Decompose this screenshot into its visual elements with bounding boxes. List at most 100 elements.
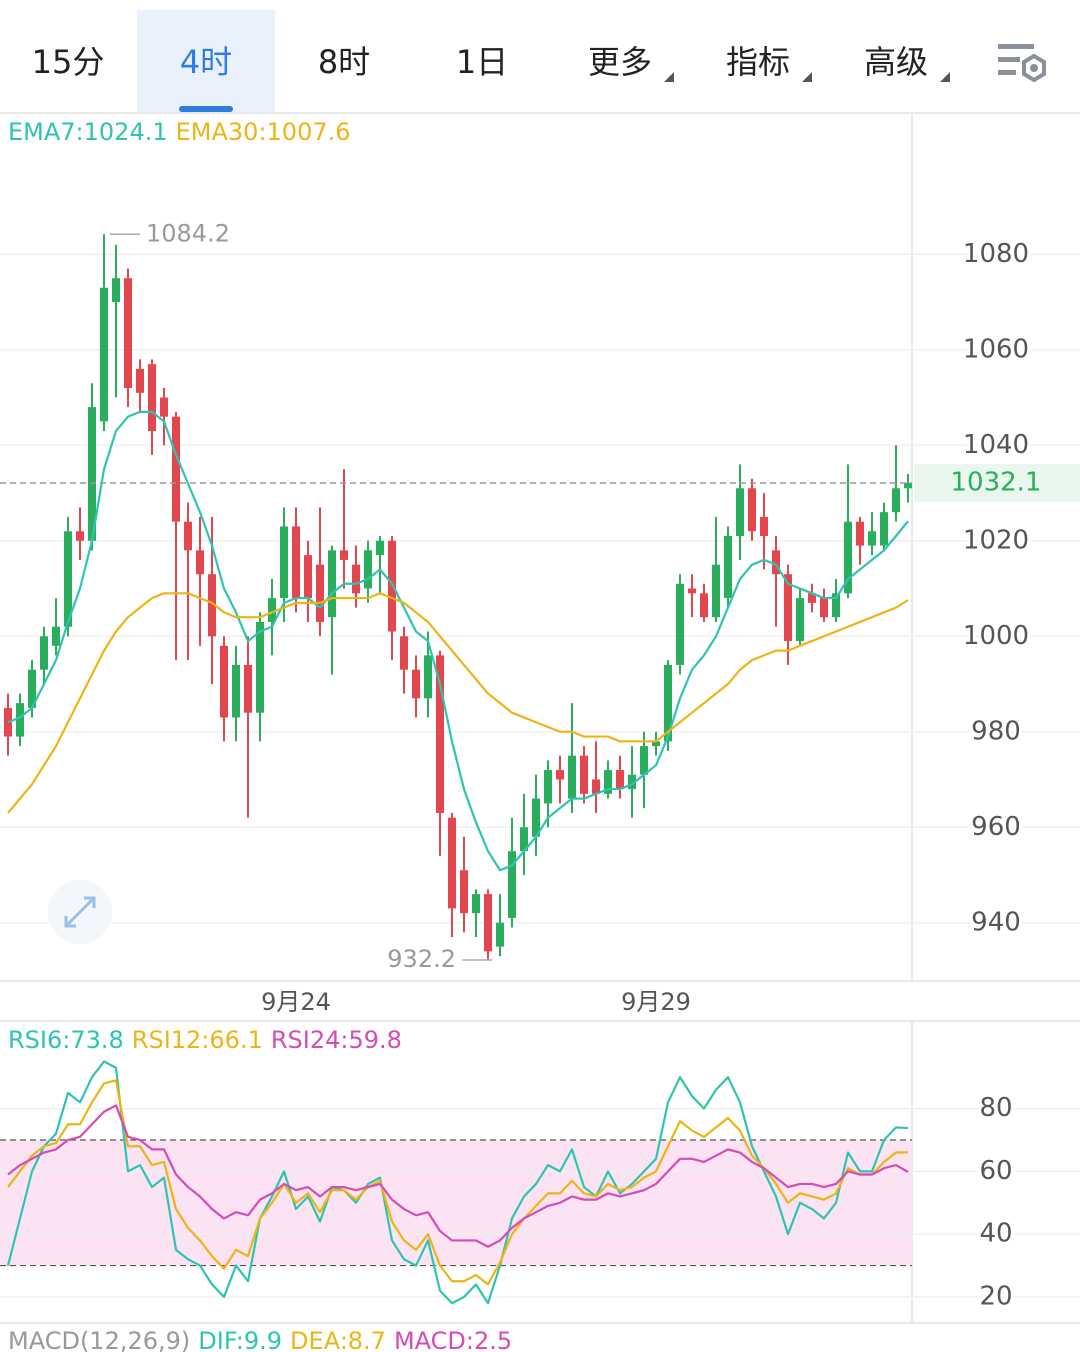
macd-legend: MACD(12,26,9) DIF:9.9 DEA:8.7 MACD:2.5 [8, 1327, 512, 1352]
candle-body [268, 598, 276, 622]
tab[interactable]: 15分 [32, 43, 105, 81]
y-tick-label: 980 [971, 716, 1021, 746]
candle-body [244, 664, 252, 713]
rsi-chart: 20 40 60 80 [0, 1060, 1080, 1314]
settings-icon[interactable] [998, 44, 1046, 83]
candle-body [340, 550, 348, 560]
candle-body [352, 564, 360, 594]
y-tick-label: 60 [979, 1156, 1012, 1186]
legend-entry: MACD:2.5 [394, 1327, 512, 1352]
candle-body [700, 593, 708, 618]
tab-indicator [179, 106, 233, 112]
legend-entry: EMA7:1024.1 [8, 118, 168, 146]
candle-body [112, 278, 120, 303]
candle-body [256, 621, 264, 713]
tab[interactable]: 1日 [456, 43, 508, 81]
candle-body [232, 664, 240, 718]
candle-body [100, 287, 108, 422]
candle-body [460, 870, 468, 914]
candle-body [556, 769, 564, 780]
candle-body [724, 536, 732, 599]
candle-body [496, 922, 504, 947]
candle-body [892, 488, 900, 513]
tab-bar: 15分 4时 8时 1日 更多 指标 高级 [32, 10, 950, 112]
candle-body [544, 769, 552, 804]
candle-body [124, 278, 132, 389]
candle-body [520, 827, 528, 852]
y-tick-label: 1040 [963, 430, 1029, 460]
candle-body [412, 669, 420, 699]
candle-body [508, 851, 516, 918]
candle-body [64, 531, 72, 627]
legend-entry: EMA30:1007.6 [176, 118, 351, 146]
dropdown-arrow [940, 72, 950, 82]
tab[interactable]: 指标 [726, 43, 790, 81]
candle-body [712, 564, 720, 618]
icon-gear-dot [1030, 64, 1038, 72]
last-price-label: 1032.1 [951, 468, 1042, 498]
tab[interactable]: 更多 [588, 43, 652, 81]
candle-body [592, 779, 600, 794]
legend-entry: DIF:9.9 [198, 1327, 282, 1352]
candle-body [316, 564, 324, 622]
candle-body [568, 755, 576, 799]
candle-body [532, 798, 540, 837]
indicator-line [7, 592, 909, 814]
y-tick-label: 40 [979, 1219, 1012, 1249]
indicator-line [7, 1104, 909, 1248]
icon-bar [998, 70, 1016, 75]
tab-active-bg [137, 10, 275, 112]
y-tick-label: 1020 [963, 525, 1029, 555]
expand-icon [64, 896, 96, 928]
candle-body [88, 407, 96, 541]
candle-body [136, 368, 144, 393]
candle-body [784, 574, 792, 642]
candle-body [616, 769, 624, 790]
candle-body [844, 521, 852, 594]
y-tick-label: 20 [979, 1281, 1012, 1311]
y-tick-label: 1000 [963, 621, 1029, 651]
expand-button[interactable] [48, 880, 112, 944]
candle-body [832, 593, 840, 618]
legend-entry: DEA:8.7 [290, 1327, 386, 1352]
candle-body [16, 703, 24, 737]
candle-body [436, 655, 444, 813]
indicator-line [6, 1060, 909, 1305]
candle-body [292, 526, 300, 599]
x-tick-label: 9月24 [261, 988, 331, 1016]
legend-entry: MACD(12,26,9) [8, 1327, 190, 1352]
icon-bar [998, 44, 1034, 49]
candle-body [760, 516, 768, 537]
candle-body [220, 645, 228, 718]
y-tick-label: 1080 [963, 239, 1029, 269]
candle-body [688, 588, 696, 594]
tab[interactable]: 8时 [318, 43, 370, 81]
dropdown-arrow [664, 72, 674, 82]
indicator-line [7, 1079, 909, 1286]
candle-body [52, 626, 60, 646]
y-tick-label: 80 [979, 1093, 1012, 1123]
candle-body [280, 526, 288, 599]
legend: EMA7:1024.1 EMA30:1007.6 [8, 118, 351, 146]
legend-entry: RSI12:66.1 [132, 1026, 263, 1054]
legend: RSI6:73.8 RSI12:66.1 RSI24:59.8 [8, 1026, 402, 1054]
candle-body [772, 550, 780, 575]
y-tick-label: 1060 [963, 334, 1029, 364]
candle-body [304, 555, 312, 599]
tab[interactable]: 4时 [180, 43, 232, 81]
candle-body [808, 593, 816, 603]
candle-body [904, 483, 912, 489]
price-chart: 940 960 980 1000 1020 1040 1060 1080 9月24 9月29 108… [0, 219, 1080, 1016]
max-label: 1084.2 [146, 219, 230, 247]
tab[interactable]: 高级 [864, 43, 928, 81]
candle-body [148, 364, 156, 431]
min-label: 932.2 [387, 945, 456, 973]
candle-body [400, 636, 408, 670]
candle-body [796, 598, 804, 642]
candle-body [424, 655, 432, 699]
candle-body [40, 636, 48, 670]
candle-body [748, 488, 756, 532]
candle-body [820, 598, 828, 618]
candle-body [328, 550, 336, 618]
